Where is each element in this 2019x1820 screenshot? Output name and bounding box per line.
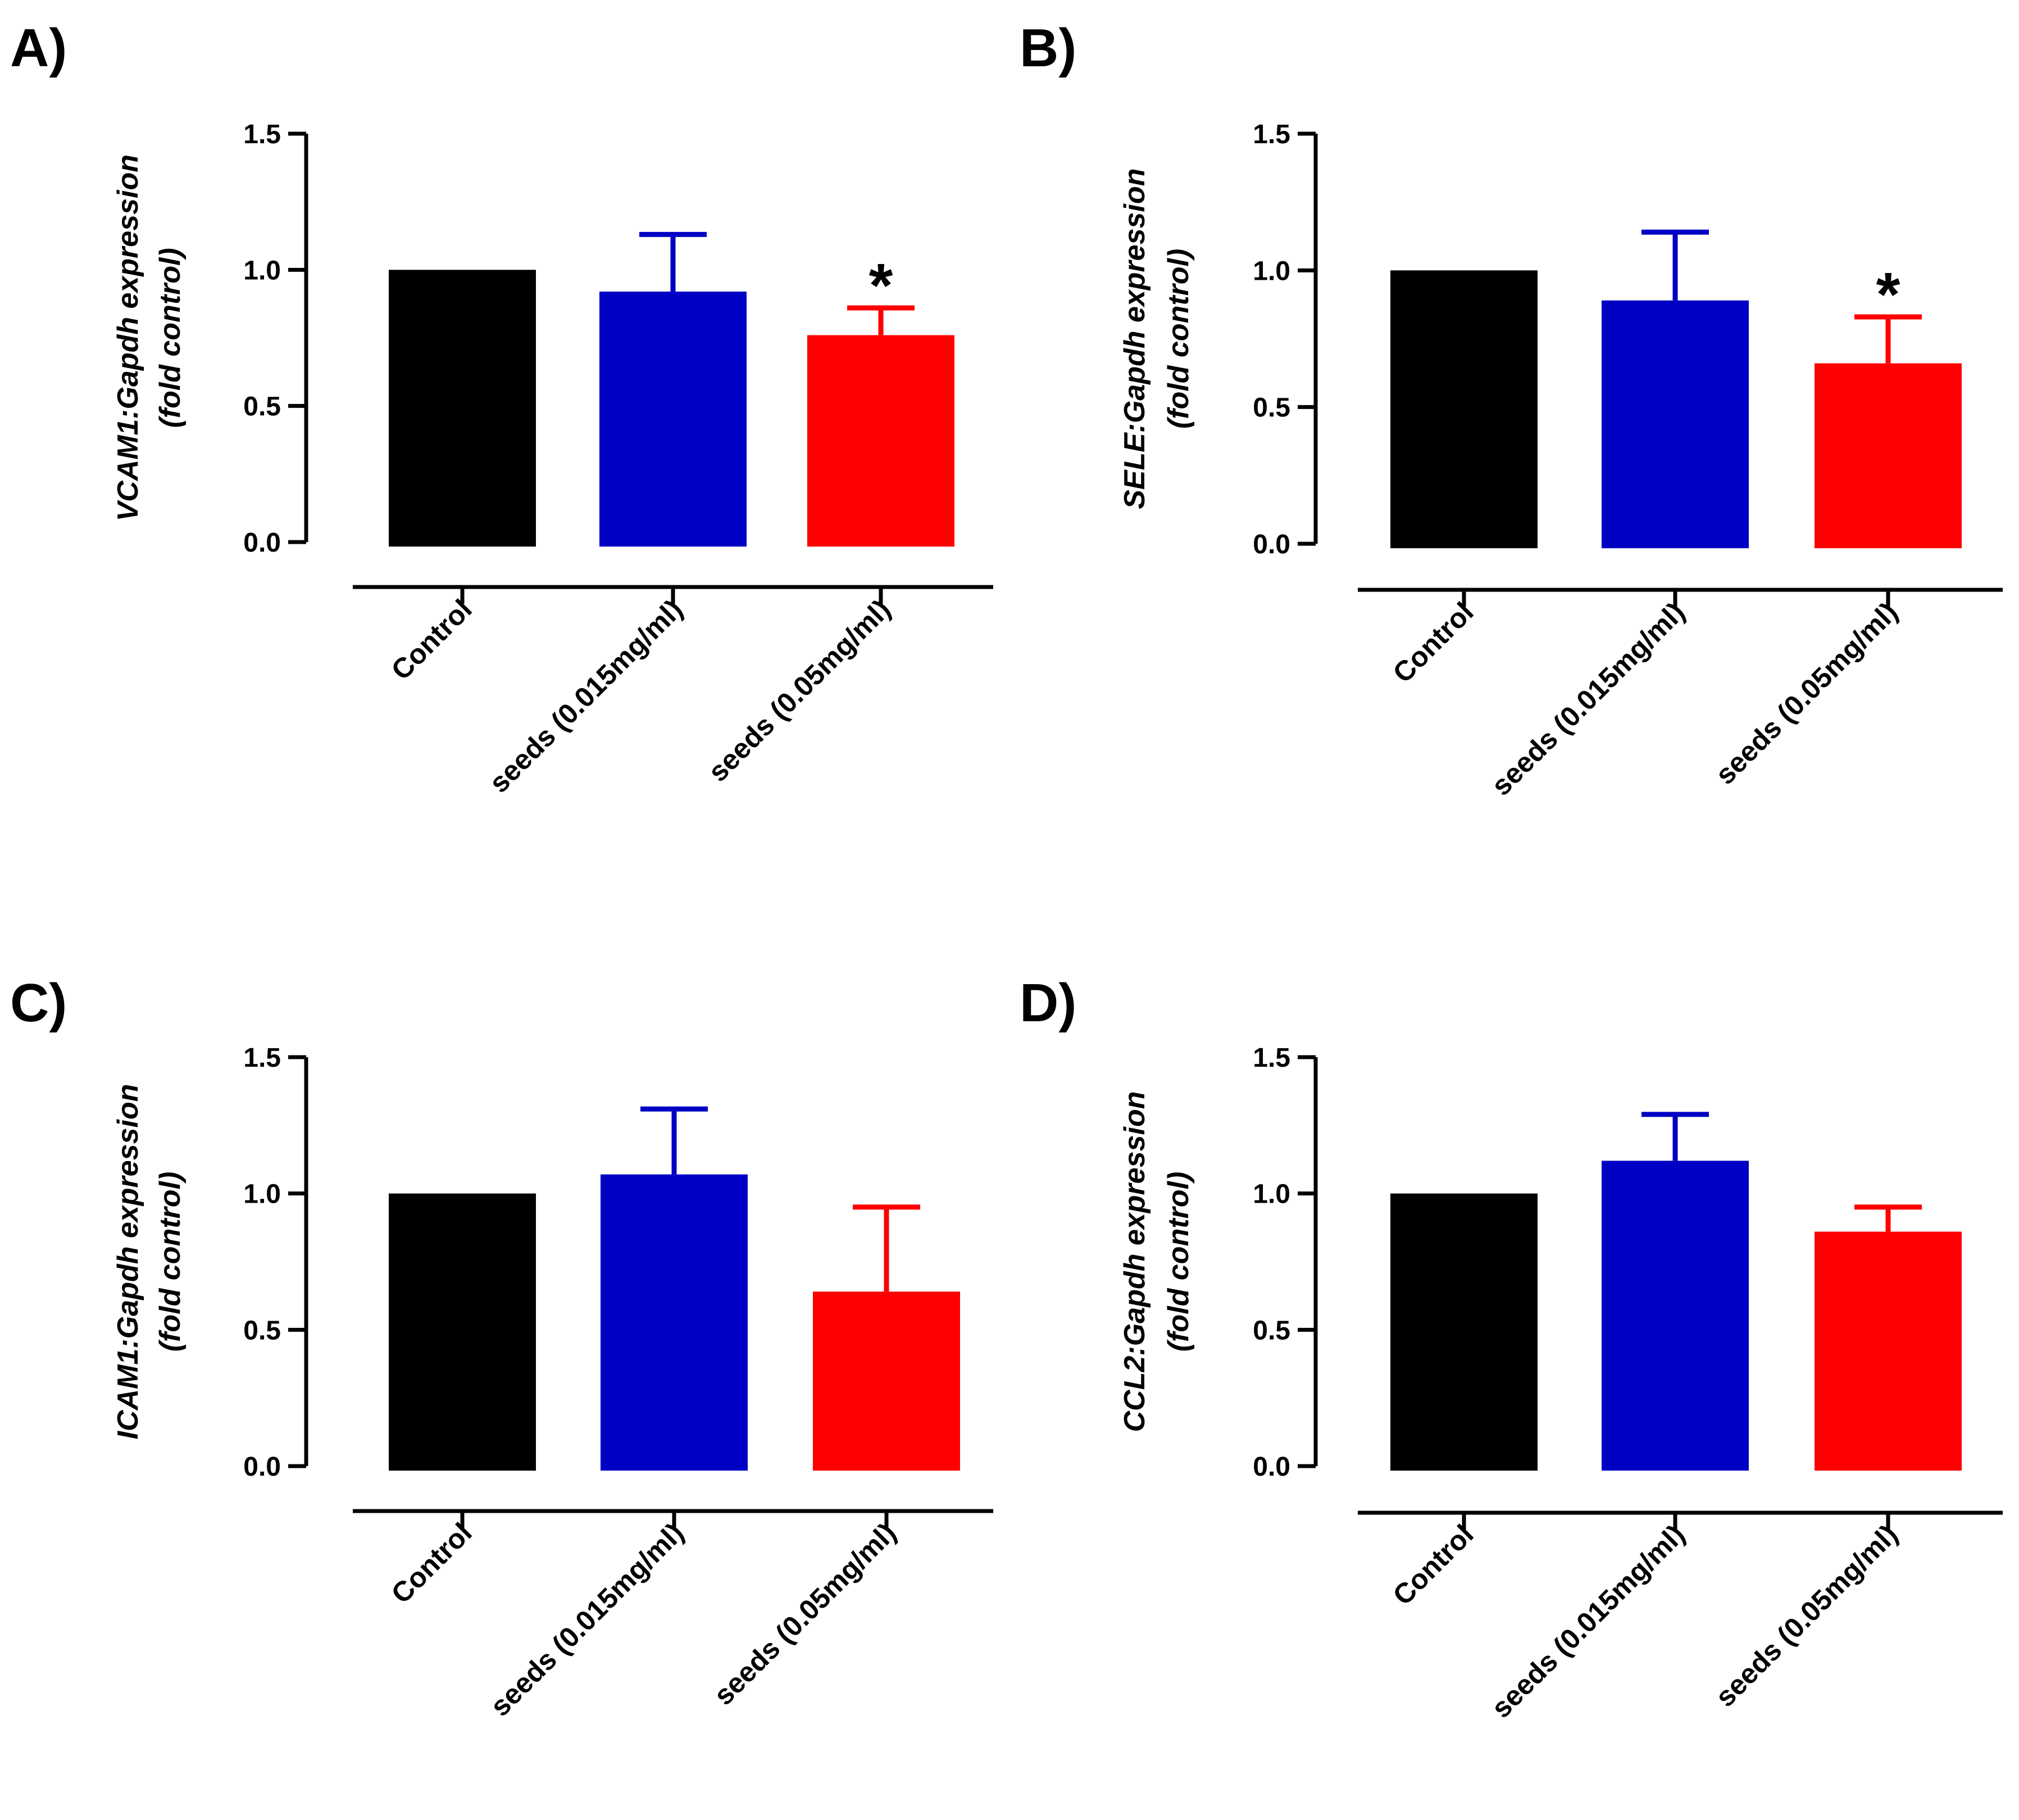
bar [807,335,954,547]
y-tick-label: 0.0 [243,528,281,558]
x-tick-label: Control [1387,596,1480,689]
x-tick-label: Control [1387,1518,1480,1611]
y-axis-subtitle: (fold control) [154,248,187,428]
x-tick-label: seeds (0.05mg/ml) [1709,596,1904,790]
y-tick-label: 0.5 [243,392,281,422]
x-tick-label: seeds (0.015mg/ml) [483,593,689,799]
x-tick-label: seeds (0.05mg/ml) [708,1517,902,1711]
chart-panel-d: D) 0.0 0.5 1.0 1.5 CCL2:Gapdh expression (fol… [1010,927,2019,1820]
y-tick-label: 1.0 [243,1180,281,1209]
bar-chart: 0.0 0.5 1.0 1.5 CCL2:Gapdh expression (fold c… [1118,1043,2003,1724]
x-tick-label: Control [385,1517,478,1609]
bar [1602,1161,1749,1471]
bar [813,1291,960,1471]
y-tick-label: 1.0 [1253,1180,1290,1209]
bar [599,292,747,547]
y-tick-label: 1.0 [243,256,281,285]
significance-marker: * [1876,260,1900,329]
bar [389,1193,536,1471]
panel-label: A) [10,18,67,78]
y-tick-label: 0.0 [1253,1452,1290,1482]
y-tick-label: 1.5 [243,1043,281,1073]
panel-label: B) [1020,18,1077,78]
y-tick-label: 1.5 [1253,1043,1290,1073]
y-axis-title: SELE:Gapdh expression [1118,169,1151,509]
y-axis-title: CCL2:Gapdh expression [1118,1091,1151,1432]
y-tick-label: 1.0 [1253,256,1290,286]
x-tick-label: seeds (0.05mg/ml) [1709,1518,1904,1713]
y-tick-label: 0.0 [1253,530,1290,559]
y-axis-subtitle: (fold control) [1162,1172,1195,1352]
y-axis-title: ICAM1:Gapdh expression [112,1084,144,1440]
bar [1602,300,1749,548]
y-axis-subtitle: (fold control) [154,1172,187,1352]
y-axis-title: VCAM1:Gapdh expression [112,154,144,521]
x-tick-label: seeds (0.05mg/ml) [702,593,897,788]
bar-chart: 0.0 0.5 1.0 1.5 ICAM1:Gapdh expression (fold … [112,1043,993,1722]
y-axis-subtitle: (fold control) [1162,249,1195,429]
chart-panel-b: B) 0.0 0.5 1.0 1.5 SELE:Gapdh expression (fol… [1010,0,2019,893]
x-tick-label: seeds (0.015mg/ml) [484,1517,690,1722]
significance-marker: * [869,251,893,320]
bar [1815,363,1962,548]
x-tick-label: seeds (0.015mg/ml) [1485,1518,1691,1724]
y-tick-label: 0.5 [1253,393,1290,423]
x-tick-label: seeds (0.015mg/ml) [1485,596,1691,802]
x-tick-label: Control [385,593,478,686]
chart-panel-c: C) 0.0 0.5 1.0 1.5 ICAM1:Gapdh expression (fo… [0,927,1010,1820]
bar-chart: 0.0 0.5 1.0 1.5 SELE:Gapdh expression (fold c… [1118,120,2003,802]
y-tick-label: 0.0 [243,1452,281,1482]
y-tick-label: 1.5 [243,120,281,149]
panel-label: C) [10,973,67,1033]
bar [601,1174,748,1471]
y-tick-label: 0.5 [243,1316,281,1345]
panel-label: D) [1020,973,1077,1033]
bar [1815,1231,1962,1471]
y-tick-label: 0.5 [1253,1316,1290,1345]
chart-panel-a: A) 0.0 0.5 1.0 1.5 VCAM1:Gapdh expression (fo… [0,0,1010,893]
bar [1390,270,1538,548]
y-tick-label: 1.5 [1253,120,1290,149]
bar [389,270,536,547]
bar-chart: 0.0 0.5 1.0 1.5 VCAM1:Gapdh expression (fold … [112,120,993,799]
bar [1390,1193,1538,1471]
